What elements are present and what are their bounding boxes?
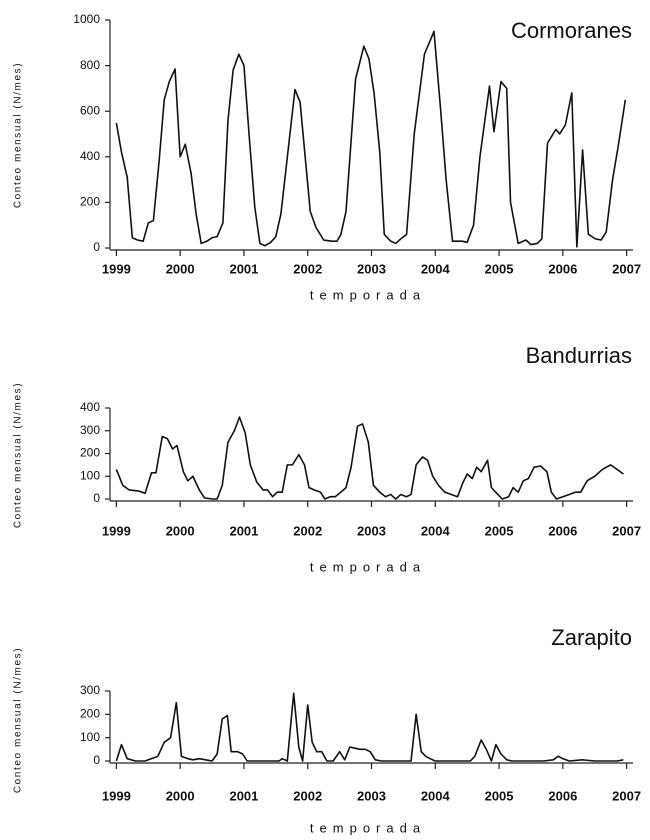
y-tick-label: 600 xyxy=(80,103,100,117)
x-tick-label: 2004 xyxy=(421,788,451,803)
y-tick-label: 0 xyxy=(93,240,100,254)
y-tick-label: 1000 xyxy=(73,12,100,26)
y-tick-label: 200 xyxy=(80,195,100,209)
x-tick-label: 2002 xyxy=(293,788,322,803)
y-tick-label: 200 xyxy=(80,446,100,460)
x-tick-label: 1999 xyxy=(102,261,131,276)
x-axis-label: temporada xyxy=(310,559,426,574)
y-tick-label: 0 xyxy=(93,491,100,505)
y-axis-label: Conteo mensual (N/mes) xyxy=(13,382,24,528)
x-tick-label: 2005 xyxy=(485,261,514,276)
x-tick-label: 1999 xyxy=(102,788,131,803)
x-tick-label: 1999 xyxy=(102,523,131,538)
x-tick-label: 2006 xyxy=(548,523,577,538)
data-line xyxy=(115,416,624,500)
x-tick-label: 2001 xyxy=(229,788,258,803)
x-tick-label: 2005 xyxy=(485,788,514,803)
x-tick-label: 2007 xyxy=(612,261,641,276)
x-tick-label: 2001 xyxy=(229,261,258,276)
chart-title: Bandurrias xyxy=(526,343,632,368)
y-tick-label: 100 xyxy=(80,730,100,744)
x-tick-label: 2000 xyxy=(166,523,195,538)
data-line xyxy=(115,30,627,248)
y-tick-label: 400 xyxy=(80,400,100,414)
y-tick-label: 300 xyxy=(80,423,100,437)
x-axis-label: temporada xyxy=(310,287,426,302)
x-tick-label: 2007 xyxy=(612,523,641,538)
y-tick-label: 800 xyxy=(80,58,100,72)
x-tick-label: 2005 xyxy=(485,523,514,538)
x-tick-label: 2006 xyxy=(548,261,577,276)
y-tick-label: 0 xyxy=(93,753,100,767)
x-tick-label: 2004 xyxy=(421,523,451,538)
x-tick-label: 2002 xyxy=(293,523,322,538)
x-tick-label: 2000 xyxy=(166,788,195,803)
x-tick-label: 2001 xyxy=(229,523,258,538)
x-tick-label: 2003 xyxy=(357,261,386,276)
x-tick-label: 2007 xyxy=(612,788,641,803)
y-axis-label: Conteo mensual (N/mes) xyxy=(13,647,24,793)
y-tick-label: 300 xyxy=(80,683,100,697)
x-tick-label: 2003 xyxy=(357,523,386,538)
x-tick-label: 2003 xyxy=(357,788,386,803)
chart-title: Zarapito xyxy=(551,625,632,650)
x-tick-label: 2006 xyxy=(548,788,577,803)
y-tick-label: 100 xyxy=(80,468,100,482)
y-tick-label: 200 xyxy=(80,707,100,721)
data-line xyxy=(115,692,624,762)
y-tick-label: 400 xyxy=(80,149,100,163)
chart-title: Cormoranes xyxy=(511,18,632,43)
x-tick-label: 2004 xyxy=(421,261,451,276)
x-axis-label: temporada xyxy=(310,820,426,835)
x-tick-label: 2000 xyxy=(166,261,195,276)
x-tick-label: 2002 xyxy=(293,261,322,276)
y-axis-label: Conteo mensual (N/mes) xyxy=(13,62,24,208)
